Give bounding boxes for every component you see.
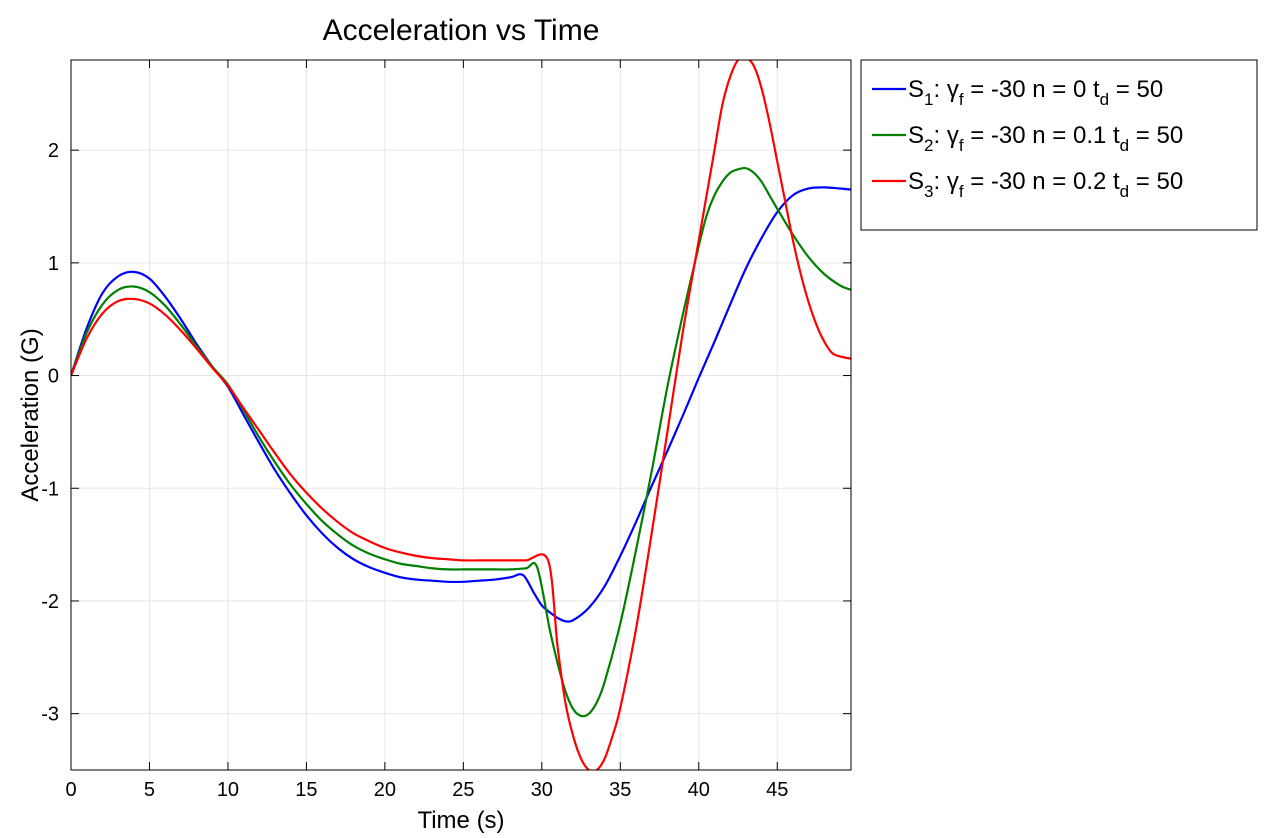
x-tick-label: 5 [144, 779, 155, 801]
series-lines [71, 60, 851, 770]
plot-background [71, 60, 851, 770]
y-tick-label: -2 [41, 591, 59, 613]
axis-ticks: 0 5 10 15 20 25 30 35 40 45 -3 -2 -1 0 1 2 [41, 60, 851, 801]
y-tick-label: -3 [41, 704, 59, 726]
x-axis-title: Time (s) [417, 807, 504, 834]
plot-frame [70, 59, 852, 771]
legend-label-2: S2: γf = -30 n = 0.1 td = 50 [908, 122, 1183, 155]
x-tick-label: 10 [217, 779, 239, 801]
y-tick-label: -1 [41, 478, 59, 500]
x-tick-label: 25 [452, 779, 474, 801]
y-tick-label: 0 [48, 366, 59, 388]
x-tick-label: 40 [688, 779, 710, 801]
x-tick-label: 15 [295, 779, 317, 801]
series-line-3 [71, 60, 851, 770]
chart-title: Acceleration vs Time [323, 14, 600, 47]
y-tick-label: 2 [48, 140, 59, 162]
x-tick-label: 35 [609, 779, 631, 801]
legend: S1: γf = -30 n = 0 td = 50 S2: γf = -30 n… [860, 59, 1258, 231]
legend-label-1: S1: γf = -30 n = 0 td = 50 [908, 76, 1163, 109]
legend-label-3: S3: γf = -30 n = 0.2 td = 50 [908, 168, 1183, 201]
x-tick-label: 20 [374, 779, 396, 801]
legend-box [860, 59, 1258, 231]
y-tick-label: 1 [48, 253, 59, 275]
grid-lines [70, 60, 851, 770]
x-tick-label: 0 [65, 779, 76, 801]
x-tick-label: 30 [531, 779, 553, 801]
y-axis-title: Acceleration (G) [17, 328, 44, 501]
x-tick-label: 45 [766, 779, 788, 801]
